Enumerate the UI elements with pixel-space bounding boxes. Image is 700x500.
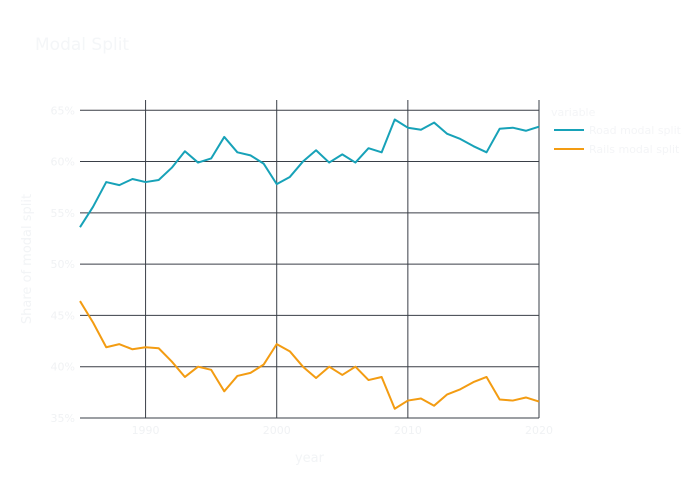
data-point-road[interactable] bbox=[182, 149, 187, 154]
data-point-road[interactable] bbox=[287, 174, 292, 179]
data-point-rails[interactable] bbox=[222, 389, 227, 394]
data-point-road[interactable] bbox=[300, 159, 305, 164]
y-tick-label: 65% bbox=[51, 104, 75, 117]
data-point-road[interactable] bbox=[248, 153, 253, 158]
data-point-road[interactable] bbox=[484, 150, 489, 155]
data-point-road[interactable] bbox=[222, 134, 227, 139]
data-point-road[interactable] bbox=[366, 146, 371, 151]
data-point-rails[interactable] bbox=[104, 345, 109, 350]
data-point-rails[interactable] bbox=[340, 372, 345, 377]
data-point-road[interactable] bbox=[392, 117, 397, 122]
data-point-rails[interactable] bbox=[196, 364, 201, 369]
data-point-rails[interactable] bbox=[143, 345, 148, 350]
grid bbox=[80, 100, 540, 419]
data-point-rails[interactable] bbox=[445, 392, 450, 397]
data-point-road[interactable] bbox=[432, 120, 437, 125]
data-point-rails[interactable] bbox=[484, 374, 489, 379]
data-point-rails[interactable] bbox=[235, 373, 240, 378]
data-point-rails[interactable] bbox=[497, 397, 502, 402]
data-point-road[interactable] bbox=[261, 161, 266, 166]
data-point-rails[interactable] bbox=[405, 398, 410, 403]
data-point-rails[interactable] bbox=[379, 374, 384, 379]
data-point-rails[interactable] bbox=[91, 320, 96, 325]
data-point-road[interactable] bbox=[209, 156, 214, 161]
data-point-road[interactable] bbox=[405, 125, 410, 130]
data-point-road[interactable] bbox=[418, 127, 423, 132]
y-tick-label: 45% bbox=[51, 309, 75, 322]
data-point-road[interactable] bbox=[445, 131, 450, 136]
data-point-road[interactable] bbox=[537, 124, 542, 129]
data-point-road[interactable] bbox=[117, 183, 122, 188]
data-point-road[interactable] bbox=[156, 178, 161, 183]
data-point-rails[interactable] bbox=[510, 398, 515, 403]
legend-title: variable bbox=[551, 106, 596, 119]
data-point-road[interactable] bbox=[274, 182, 279, 187]
data-point-rails[interactable] bbox=[248, 370, 253, 375]
data-point-rails[interactable] bbox=[523, 395, 528, 400]
data-point-road[interactable] bbox=[196, 160, 201, 165]
data-point-road[interactable] bbox=[78, 225, 83, 230]
data-point-rails[interactable] bbox=[353, 364, 358, 369]
y-axis-title: Share of modal split bbox=[20, 194, 35, 324]
legend-item-road[interactable]: Road modal split bbox=[554, 124, 682, 137]
data-point-rails[interactable] bbox=[537, 399, 542, 404]
data-point-road[interactable] bbox=[130, 176, 135, 181]
data-point-rails[interactable] bbox=[366, 378, 371, 383]
data-point-rails[interactable] bbox=[327, 364, 332, 369]
y-tick-label: 40% bbox=[51, 361, 75, 374]
data-point-rails[interactable] bbox=[432, 403, 437, 408]
x-tick-label: 2000 bbox=[263, 424, 291, 437]
data-point-rails[interactable] bbox=[117, 342, 122, 347]
data-point-road[interactable] bbox=[169, 165, 174, 170]
data-point-rails[interactable] bbox=[156, 346, 161, 351]
data-point-road[interactable] bbox=[523, 128, 528, 133]
tick-labels: 35% 40% 45% 50% 55% 60% 65% 1990 2000 2010 2020 bbox=[51, 104, 553, 437]
data-point-road[interactable] bbox=[379, 150, 384, 155]
data-point-rails[interactable] bbox=[314, 375, 319, 380]
data-point-rails[interactable] bbox=[261, 362, 266, 367]
data-point-rails[interactable] bbox=[458, 387, 463, 392]
data-point-rails[interactable] bbox=[169, 359, 174, 364]
x-tick-label: 1990 bbox=[132, 424, 160, 437]
data-point-road[interactable] bbox=[235, 150, 240, 155]
data-point-road[interactable] bbox=[143, 180, 148, 185]
data-point-road[interactable] bbox=[104, 180, 109, 185]
data-point-road[interactable] bbox=[458, 136, 463, 141]
data-point-road[interactable] bbox=[340, 152, 345, 157]
series-line-rails bbox=[79, 300, 540, 410]
y-tick-label: 60% bbox=[51, 156, 75, 169]
data-point-rails[interactable] bbox=[471, 380, 476, 385]
legend-item-rails[interactable]: Rails modal split bbox=[554, 143, 680, 156]
y-tick-label: 50% bbox=[51, 258, 75, 271]
y-tick-label: 55% bbox=[51, 207, 75, 220]
data-point-rails[interactable] bbox=[130, 347, 135, 352]
legend: variable Road modal split Rails modal sp… bbox=[551, 106, 682, 156]
data-point-road[interactable] bbox=[510, 125, 515, 130]
data-point-rails[interactable] bbox=[78, 299, 83, 304]
x-tick-label: 2020 bbox=[525, 424, 553, 437]
y-tick-label: 35% bbox=[51, 412, 75, 425]
data-point-road[interactable] bbox=[314, 148, 319, 153]
data-point-rails[interactable] bbox=[274, 342, 279, 347]
data-point-road[interactable] bbox=[91, 204, 96, 209]
chart-title: Modal Split bbox=[35, 35, 129, 55]
x-tick-label: 2010 bbox=[394, 424, 422, 437]
legend-label-rails: Rails modal split bbox=[589, 143, 680, 156]
data-point-rails[interactable] bbox=[209, 367, 214, 372]
data-point-road[interactable] bbox=[327, 160, 332, 165]
data-point-rails[interactable] bbox=[418, 396, 423, 401]
data-point-rails[interactable] bbox=[392, 406, 397, 411]
legend-label-road: Road modal split bbox=[589, 124, 682, 137]
data-point-road[interactable] bbox=[497, 126, 502, 131]
series-lines bbox=[78, 117, 542, 411]
series-line-road bbox=[79, 118, 540, 228]
data-point-rails[interactable] bbox=[300, 364, 305, 369]
data-point-rails[interactable] bbox=[287, 349, 292, 354]
x-axis-title: year bbox=[295, 451, 325, 466]
data-point-road[interactable] bbox=[353, 160, 358, 165]
data-point-road[interactable] bbox=[471, 144, 476, 149]
data-point-rails[interactable] bbox=[182, 374, 187, 379]
